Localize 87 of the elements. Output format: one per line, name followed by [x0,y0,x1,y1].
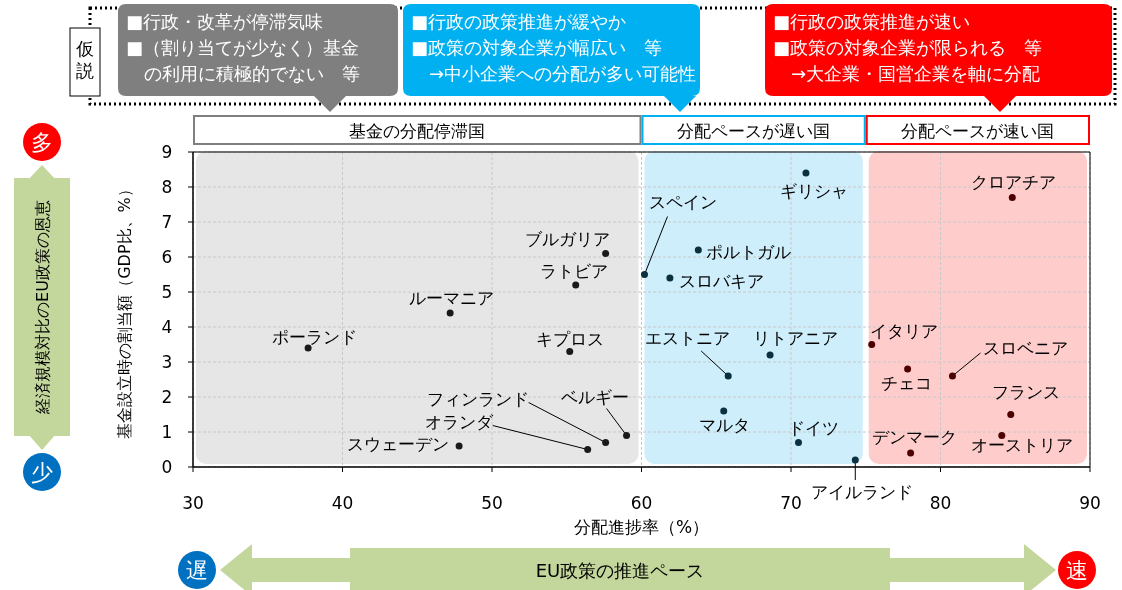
y-tick-label: 1 [161,422,173,442]
data-label: スロベニア [982,338,1068,358]
text: ■政策の対象企業が幅広い 等 [411,36,663,60]
y-tick-label: 4 [161,317,173,337]
text: →中小企業への分配が多い可能性 [429,62,698,86]
point [907,449,915,457]
y-tick-label: 5 [161,282,173,302]
data-label: デンマーク [872,427,958,447]
point [868,341,876,348]
data-label: オーストリア [970,434,1073,455]
data-label: ドイツ [787,417,839,438]
point [602,439,610,446]
point [623,432,631,439]
data-label: アイルランド [811,482,914,502]
data-label: ポルトガル [706,242,792,262]
point [794,439,802,446]
point [724,372,732,380]
x-tick-label: 30 [182,493,204,513]
picture-badge: 少 [23,453,61,491]
point [694,246,702,254]
x-tick-label: 40 [331,493,354,513]
point [304,344,312,352]
data-label: フィンランド [426,388,529,409]
data-label: キプロス [535,328,604,349]
band-label: 基金の分配停滞国 [349,121,486,141]
point [572,281,580,289]
text: ■政策の対象企業が限られる 等 [773,36,1043,60]
x-axis-title: 分配進捗率（%） [573,517,710,537]
band-label: 分配ペースが速い国 [901,121,1055,141]
text: ■行政・改革が停滞気味 [126,10,324,34]
y-tick-label: 3 [161,352,173,372]
y-tick-label: 8 [161,177,173,197]
data-label: スロバキア [678,271,764,291]
point [948,372,956,380]
band-label: 分配ペースが遅い国 [677,121,831,141]
x-tick-label: 90 [1079,493,1101,513]
point [446,309,454,317]
data-label: エストニア [644,328,730,348]
picture-badge: 多 [23,123,61,161]
text: EU政策の推進ペース [535,559,705,581]
data-label: フランス [991,381,1060,402]
text: ■（割り当てが少なく）基金の利用に積極的でない 等 [126,36,361,86]
text: ■行政の政策推進が緩やか [411,10,627,34]
point [766,351,774,359]
y-tick-label: 0 [161,457,173,477]
text: 経済規模対比のEU政策の恩恵 [32,200,52,415]
y-tick-label: 9 [161,142,173,162]
data-label: ルーマニア [408,288,494,308]
data-label: スウェーデン [347,434,450,454]
data-label: ベルギー [560,386,629,407]
point [666,274,674,282]
point [584,446,592,453]
x-tick-label: 80 [929,493,952,513]
x-tick-label: 60 [630,493,653,513]
data-label: チェコ [881,373,933,393]
y-tick-label: 7 [161,212,173,232]
x-tick-label: 50 [481,493,503,513]
data-label: ラトビア [539,261,608,281]
text: ■行政の政策推進が速い [773,10,971,34]
point [566,348,574,355]
data-label: リトアニア [752,328,838,348]
text: →大企業・国営企業を軸に分配 [791,62,1042,86]
point [1007,411,1015,418]
data-label: クロアチア [970,171,1056,192]
point [602,250,610,257]
point [851,456,859,464]
data-label: ポーランド [271,327,357,347]
data-label: スペイン [649,191,718,212]
data-label: オランダ [424,411,494,432]
picture-badge: 遅 [178,551,216,589]
point [802,169,810,177]
point [904,365,912,373]
data-label: ブルガリア [524,228,610,249]
point [720,407,728,415]
y-tick-label: 6 [161,247,173,267]
data-label: イタリア [869,320,938,341]
y-axis-title: 基金設立時の割当額（GDP比、%） [114,181,134,439]
point [640,271,648,278]
point [1008,194,1016,201]
data-label: マルタ [699,415,751,435]
hypothesis-label: 仮説 [76,38,94,82]
x-tick-label: 70 [780,493,802,513]
data-label: ギリシャ [779,181,848,201]
y-tick-label: 2 [161,387,173,407]
point [455,442,463,450]
picture-badge: 速 [1058,551,1096,589]
point [998,432,1006,439]
